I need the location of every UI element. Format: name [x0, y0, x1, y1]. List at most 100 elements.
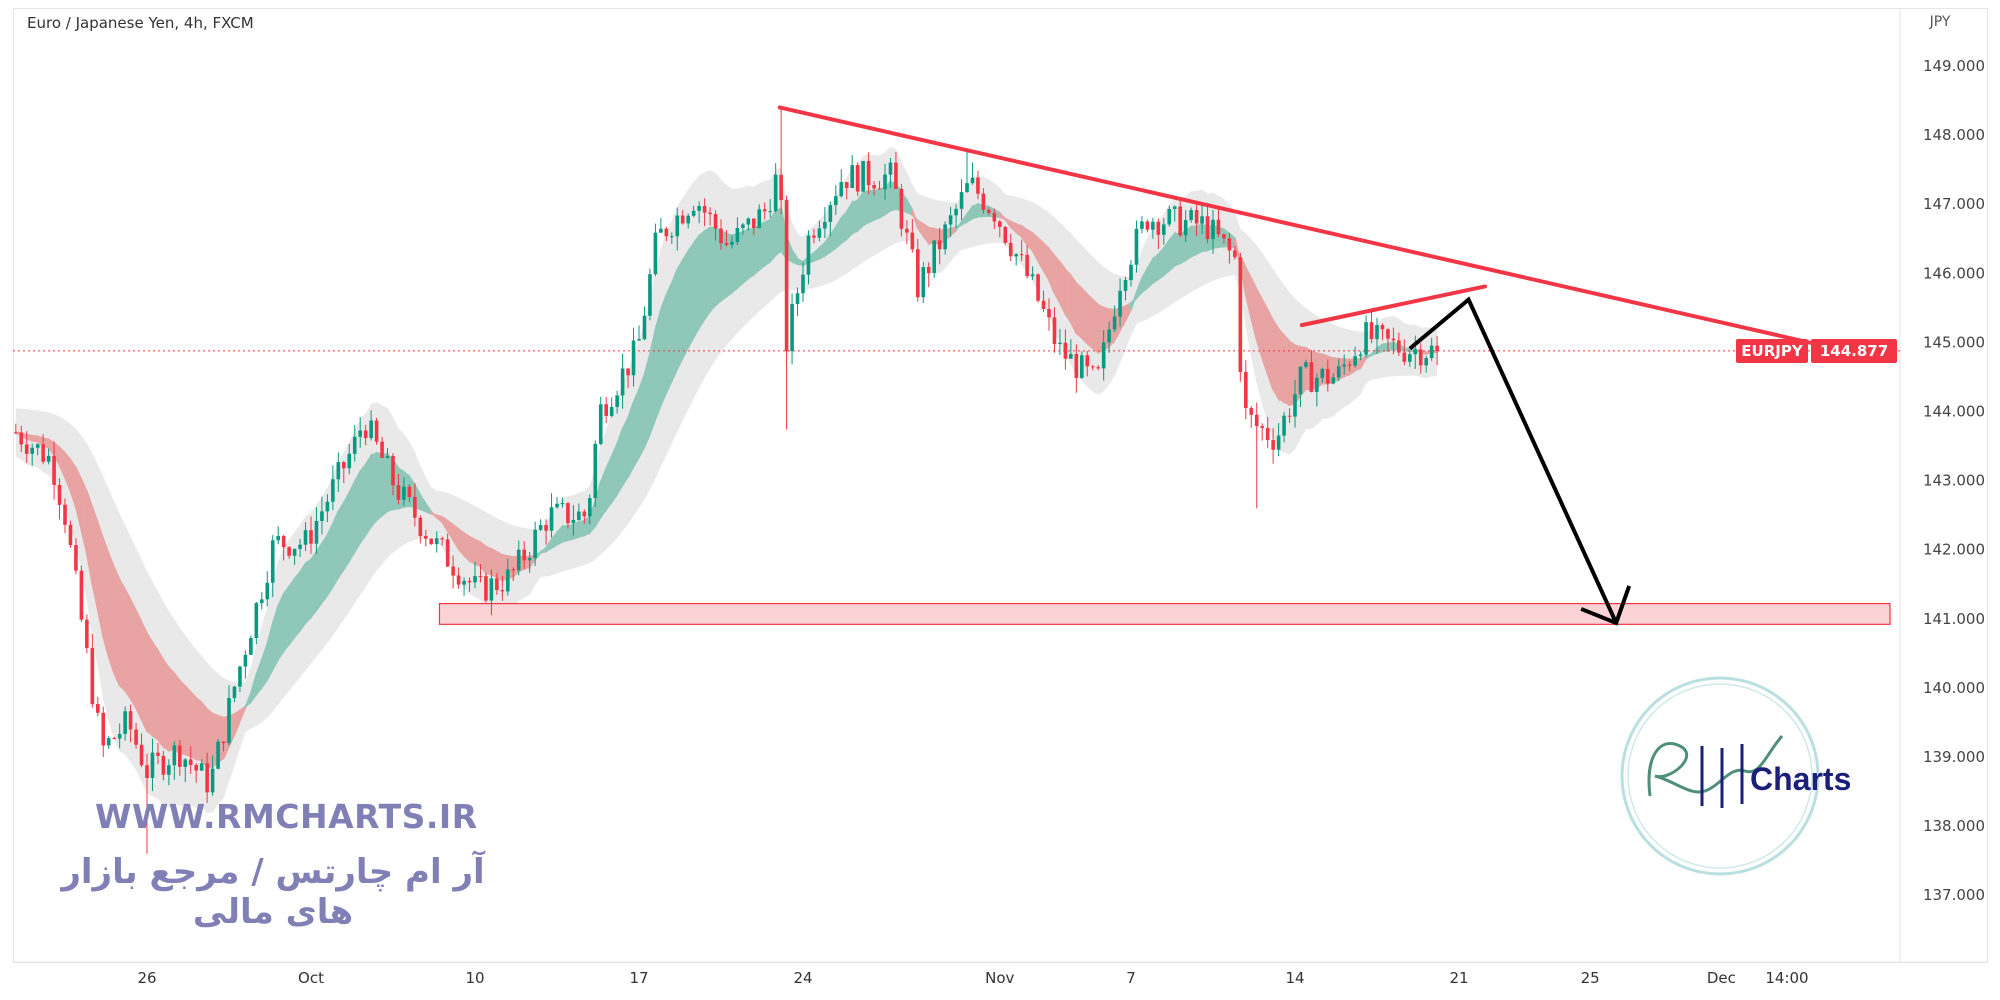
candle [1375, 317, 1379, 354]
candle [1227, 233, 1232, 264]
time-tick-label: 17 [629, 969, 648, 987]
candle-body [839, 182, 844, 197]
candle [342, 460, 346, 484]
candle [910, 218, 915, 253]
candle-body [653, 232, 658, 275]
candle [292, 548, 297, 565]
candle [1112, 305, 1117, 332]
candle-body [1326, 368, 1330, 384]
candle-body [440, 538, 444, 540]
candle [347, 443, 352, 475]
price-axis[interactable]: 149.000 148.000 147.000 146.000 145.000 144.0… [1923, 57, 1985, 904]
candle [823, 207, 827, 238]
time-tick-label: 7 [1126, 969, 1136, 987]
candle [320, 496, 324, 535]
candle-body [905, 228, 909, 233]
candle-body [1342, 364, 1346, 367]
candle-body [106, 738, 111, 746]
drawings[interactable] [777, 105, 1826, 626]
candle-body [232, 686, 237, 698]
candle [571, 505, 576, 536]
candle [937, 227, 942, 265]
candle-body [598, 404, 603, 444]
candle-body [746, 218, 751, 225]
candle-body [1391, 338, 1396, 341]
candle [478, 563, 483, 583]
candle-body [741, 224, 745, 228]
support-zone[interactable] [438, 602, 1891, 625]
candle-body [495, 578, 499, 591]
candle [1134, 220, 1139, 273]
candle-body [347, 453, 352, 469]
candle [888, 157, 893, 189]
candle [352, 424, 357, 462]
candle-body [19, 432, 24, 445]
logo-ring-inner [1627, 683, 1813, 869]
candle-body [434, 538, 439, 545]
candle [358, 417, 362, 448]
candle-body [35, 444, 40, 448]
watermark-persian: آر ام چارتس / مرجع بازار های مالی [61, 852, 485, 932]
watermark-url: WWW.RMCHARTS.IR [95, 797, 478, 836]
candle [588, 494, 592, 525]
candle-body [352, 436, 357, 454]
candle [473, 561, 477, 589]
candle [1030, 266, 1035, 280]
candle-body [724, 243, 729, 245]
candle [724, 230, 729, 247]
candle-body [1424, 358, 1428, 366]
price-tick-label: 146.000 [1923, 264, 1985, 282]
price-tick-label: 144.000 [1923, 403, 1985, 421]
candle-body [1052, 317, 1057, 345]
time-axis[interactable]: 26 Oct 10 17 24 Nov 7 14 21 25 Dec 14:00 [137, 969, 1808, 987]
logo-swash [1647, 735, 1784, 797]
candle [631, 327, 636, 387]
candle-body [566, 503, 570, 524]
candle-body [456, 575, 461, 585]
candle-body [85, 619, 89, 648]
candle [560, 497, 565, 508]
candle-body [615, 395, 619, 407]
candle [243, 650, 248, 679]
candle [117, 723, 122, 749]
candle [637, 325, 641, 341]
candle-body [1145, 221, 1150, 230]
candle [1156, 218, 1161, 250]
candle-body [670, 236, 674, 238]
candle-body [309, 530, 313, 544]
candle-body [1123, 280, 1128, 291]
candle-body [981, 193, 986, 210]
candle [298, 538, 302, 558]
candle-body [855, 165, 860, 192]
candle-body [1118, 290, 1122, 317]
candle [1205, 205, 1210, 244]
candle-body [46, 455, 51, 462]
candle-body [713, 214, 718, 229]
candle [96, 696, 100, 717]
price-tick-label: 147.000 [1923, 195, 1985, 213]
candle [872, 181, 876, 196]
candle [434, 531, 439, 553]
candle [101, 706, 106, 757]
candle [1336, 358, 1341, 381]
candle [741, 222, 745, 235]
candle [670, 232, 674, 244]
candle [1254, 402, 1259, 509]
candle-body [1041, 300, 1046, 310]
candle-body [1380, 325, 1385, 330]
candle-body [238, 666, 242, 687]
candle-body [1030, 274, 1035, 277]
candle-body [998, 221, 1002, 227]
candle [752, 218, 756, 235]
candle-body [834, 196, 838, 206]
candle-body [1375, 325, 1379, 340]
candle [85, 614, 89, 654]
candle-body [1222, 234, 1226, 239]
candle-body [844, 182, 849, 188]
candle-body [216, 741, 220, 769]
candle-body [932, 240, 936, 274]
candle-body [987, 209, 991, 213]
candle-body [992, 212, 997, 222]
candle-body [593, 443, 598, 499]
